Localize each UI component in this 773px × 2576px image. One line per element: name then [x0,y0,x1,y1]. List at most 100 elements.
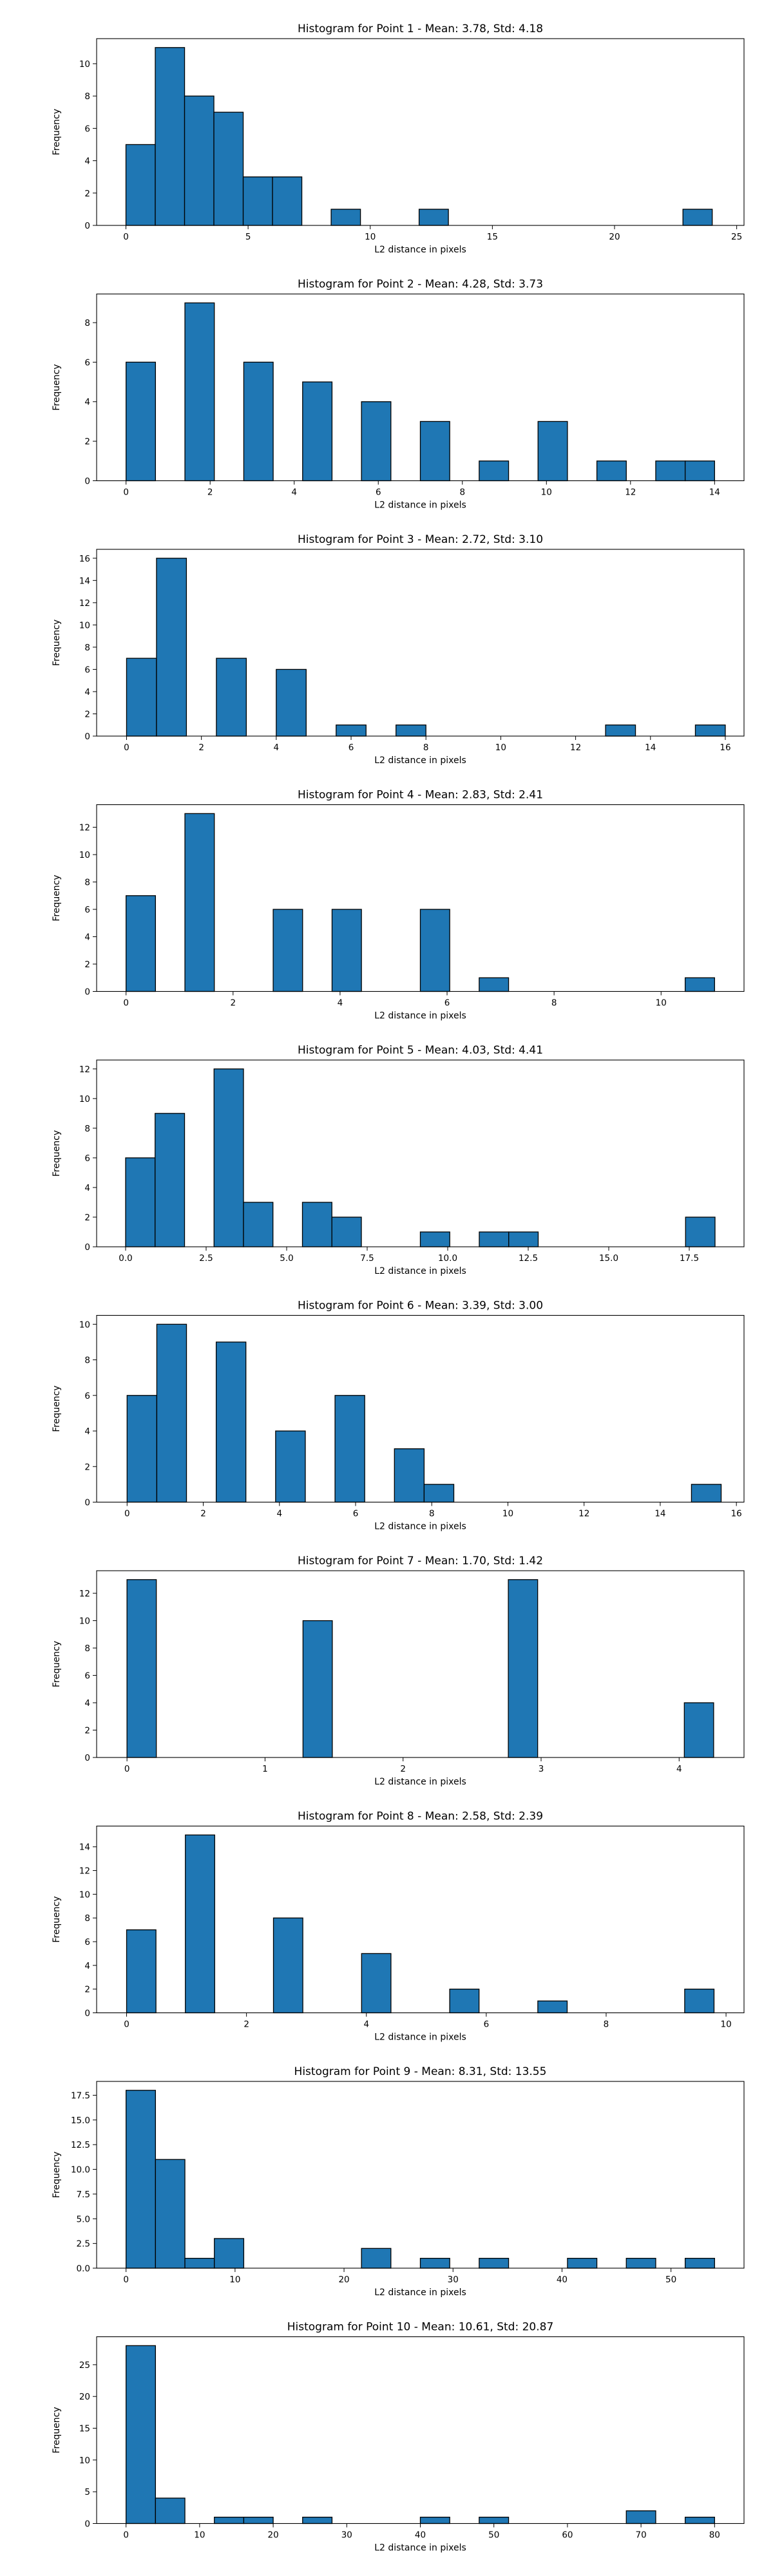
x-tick-label: 20 [338,2275,349,2285]
histogram-bar [625,2510,656,2524]
y-tick-label: 25 [79,2360,90,2371]
histogram-bar [419,421,450,482]
y-tick-label: 4 [84,1426,90,1437]
histogram-bar [184,302,215,482]
histogram-bar [155,47,186,226]
y-tick-label: 5 [84,2487,90,2497]
x-tick-label: 30 [448,2275,459,2285]
y-tick-label: 2 [84,1462,90,1472]
histogram-bar [213,1068,244,1247]
histogram-bar [605,724,636,737]
histogram-bar [331,1217,362,1247]
x-tick-label: 17.5 [680,1253,699,1264]
y-axis-label: Frequency [52,875,62,921]
x-tick-label: 10 [720,2020,731,2030]
x-tick-label: 2 [400,1764,406,1774]
histogram-bar [361,401,392,482]
histogram-bar [126,2090,157,2269]
chart-title: Histogram for Point 7 - Mean: 1.70, Std:… [298,1555,543,1567]
chart-title: Histogram for Point 1 - Mean: 3.78, Std:… [298,23,543,35]
plot-frame [96,1314,745,1503]
chart-title: Histogram for Point 6 - Mean: 3.39, Std:… [298,1300,543,1312]
histogram-bar [419,909,450,992]
histogram-bar [418,209,449,226]
histogram-bar [625,2258,656,2269]
x-tick-label: 15 [487,232,498,242]
plot-frame [96,38,745,226]
x-tick-label: 15.0 [599,1253,618,1264]
y-tick-label: 6 [84,1937,90,1947]
x-tick-label: 0 [123,488,129,498]
x-tick-label: 2 [200,1509,206,1519]
y-tick-label: 10 [79,1889,90,1900]
histogram-bar [684,460,715,482]
x-tick-label: 0 [123,2275,129,2285]
histogram-bar [361,2248,392,2269]
x-tick-label: 12 [570,743,581,753]
x-tick-label: 50 [665,2275,676,2285]
plot-frame [96,1059,745,1247]
y-axis-label: Frequency [52,2407,62,2453]
histogram-bar [302,1620,333,1758]
histogram-bar [336,724,367,737]
chart-title: Histogram for Point 10 - Mean: 10.61, St… [287,2321,554,2334]
histogram-bar [302,381,333,482]
y-tick-label: 15 [79,2424,90,2434]
y-tick-label: 8 [84,1356,90,1366]
histogram-bar [156,558,187,737]
x-tick-label: 0 [123,998,129,1009]
x-tick-label: 5.0 [280,1253,293,1264]
histogram-bar [213,111,244,226]
histogram-bar [396,724,426,737]
x-tick-label: 12 [578,1509,589,1519]
y-tick-label: 8 [84,878,90,888]
histogram-bar [243,2516,274,2524]
histogram-bar [155,1113,186,1247]
y-tick-label: 10 [79,2456,90,2466]
x-tick-label: 6 [353,1509,359,1519]
histogram-bar [419,2258,450,2269]
x-axis-label: L2 distance in pixels [374,1522,466,1532]
histogram-bar [508,1579,539,1758]
histogram-bar [684,2258,715,2269]
histogram-panel: Histogram for Point 10 - Mean: 10.61, St… [52,2321,745,2553]
y-tick-label: 10 [79,1616,90,1627]
y-tick-label: 6 [84,1391,90,1401]
x-tick-label: 4 [338,998,343,1009]
y-tick-label: 2 [84,709,90,719]
histogram-bar [331,909,362,992]
histogram-panel: Histogram for Point 3 - Mean: 2.72, Std:… [52,533,745,766]
histogram-bar [155,2159,186,2269]
x-tick-label: 14 [645,743,656,753]
y-tick-label: 6 [84,665,90,675]
histogram-bar [156,1323,187,1503]
y-axis-label: Frequency [52,620,62,666]
y-tick-label: 0 [84,1753,90,1763]
y-tick-label: 14 [79,1842,90,1853]
y-tick-label: 8 [84,318,90,328]
x-tick-label: 0 [123,2530,129,2541]
histogram-bar [275,1430,306,1503]
x-tick-label: 16 [731,1509,742,1519]
histogram-panel: Histogram for Point 9 - Mean: 8.31, Std:… [52,2065,745,2298]
y-tick-label: 0 [84,2519,90,2530]
x-tick-label: 2.5 [199,1253,213,1264]
x-axis-label: L2 distance in pixels [374,1011,466,1021]
y-tick-label: 0 [84,1498,90,1508]
x-tick-label: 6 [376,488,381,498]
y-tick-label: 17.5 [71,2090,90,2101]
y-tick-label: 6 [84,357,90,368]
x-tick-label: 10 [541,488,552,498]
y-tick-label: 0 [84,732,90,742]
y-axis-label: Frequency [52,364,62,410]
histogram-bar [216,658,247,737]
y-tick-label: 4 [84,1698,90,1709]
x-tick-label: 7.5 [360,1253,374,1264]
x-tick-label: 30 [341,2530,352,2541]
histogram-bar [479,2258,510,2269]
y-tick-label: 2.5 [77,2239,90,2249]
histogram-bar [125,144,156,226]
y-tick-label: 0 [84,221,90,231]
x-tick-label: 4 [276,1509,282,1519]
